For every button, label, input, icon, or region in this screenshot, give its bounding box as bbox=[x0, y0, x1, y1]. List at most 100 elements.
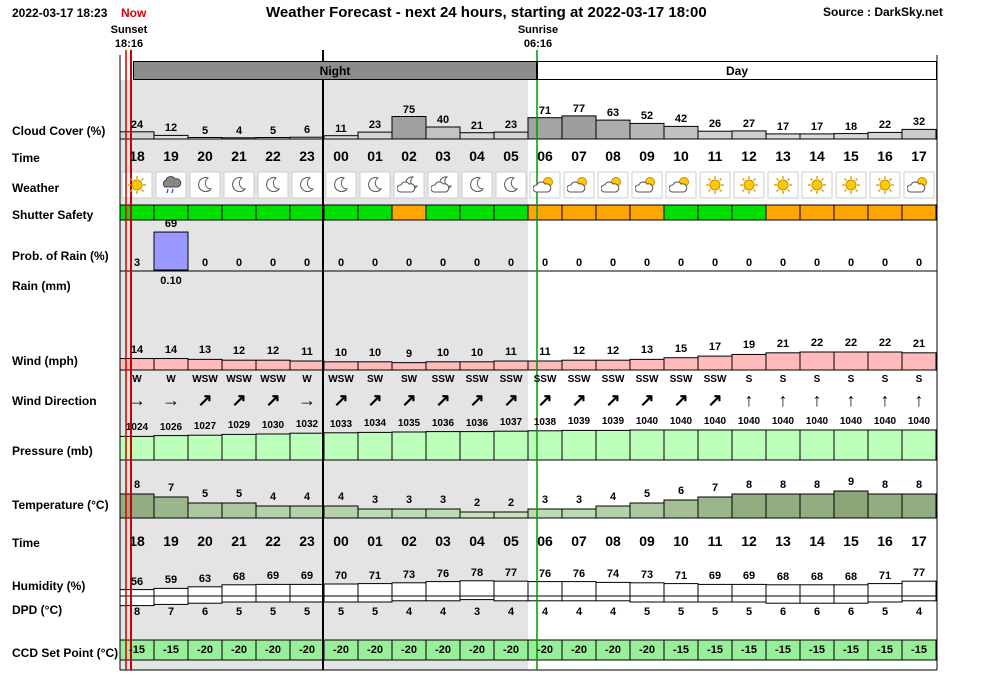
humidity-bar bbox=[493, 580, 529, 597]
dpd-value: 4 bbox=[541, 606, 549, 618]
wind-direction-value: SSW bbox=[635, 374, 659, 385]
sunrise-time: 06:16 bbox=[523, 38, 553, 50]
wind-value: 10 bbox=[436, 346, 450, 359]
wind-bar bbox=[799, 351, 835, 371]
time-label-bottom: 04 bbox=[469, 533, 485, 549]
temperature-bar bbox=[323, 505, 359, 519]
rain-probability-value: 0 bbox=[269, 257, 277, 269]
wind-direction-value: SSW bbox=[533, 374, 557, 385]
dpd-bar bbox=[221, 595, 257, 603]
temperature-bar bbox=[901, 493, 937, 519]
row-label-temperature: Temperature (°C) bbox=[12, 498, 109, 512]
ccd-set-point-value: -20 bbox=[197, 644, 213, 656]
time-label: 18 bbox=[129, 148, 145, 164]
wind-bar bbox=[697, 355, 733, 371]
humidity-bar bbox=[153, 587, 189, 597]
pressure-bar bbox=[255, 433, 291, 461]
wind-bar bbox=[765, 352, 801, 371]
pressure-value: 1029 bbox=[227, 420, 251, 432]
time-label-bottom: 00 bbox=[333, 533, 349, 549]
cloud-cover-bar bbox=[765, 133, 801, 140]
cloud-cover-bar bbox=[357, 131, 393, 140]
pressure-value: 1040 bbox=[873, 416, 897, 427]
pressure-value: 1030 bbox=[261, 420, 285, 431]
wind-direction-arrow-icon: ↗ bbox=[673, 390, 689, 410]
shutter-safety-cell bbox=[221, 204, 257, 221]
cloud-cover-value: 4 bbox=[235, 124, 243, 137]
wind-bar bbox=[833, 351, 869, 371]
humidity-value: 76 bbox=[572, 567, 586, 580]
time-label-bottom: 13 bbox=[775, 533, 791, 549]
dpd-bar bbox=[697, 595, 733, 603]
humidity-value: 56 bbox=[130, 575, 144, 588]
wind-direction-arrow-icon: ↑ bbox=[744, 390, 754, 410]
rain-probability-value: 0 bbox=[915, 257, 923, 269]
sun-icon bbox=[834, 175, 868, 195]
cloud-cover-bar bbox=[527, 117, 563, 140]
pressure-value: 1037 bbox=[499, 417, 523, 429]
wind-bar bbox=[731, 353, 767, 371]
rain-probability-value: 0 bbox=[711, 257, 719, 269]
pressure-value: 1024 bbox=[125, 422, 149, 434]
humidity-bar bbox=[867, 583, 903, 597]
pressure-bar bbox=[561, 429, 597, 461]
weather-cell bbox=[665, 171, 697, 199]
humidity-bar bbox=[697, 583, 733, 597]
cloud-cover-bar bbox=[187, 137, 223, 140]
weather-cell bbox=[495, 171, 527, 199]
ccd-set-point-value: -20 bbox=[503, 644, 519, 656]
temperature-value: 8 bbox=[813, 479, 821, 491]
pressure-bar bbox=[697, 429, 733, 461]
row-label-ccd-set-point: CCD Set Point (°C) bbox=[12, 646, 119, 660]
wind-direction-arrow-icon: ↗ bbox=[197, 390, 213, 410]
rain-probability-value: 0 bbox=[507, 257, 515, 269]
dpd-bar bbox=[323, 595, 359, 603]
wind-bar bbox=[527, 360, 563, 371]
time-label: 17 bbox=[911, 148, 927, 164]
humidity-value: 77 bbox=[912, 567, 926, 580]
cloud-cover-bar bbox=[391, 116, 427, 140]
ccd-set-point-value: -20 bbox=[639, 644, 655, 656]
wind-bar bbox=[119, 358, 155, 371]
row-label-pressure: Pressure (mb) bbox=[12, 444, 93, 458]
shutter-safety-cell bbox=[119, 204, 155, 221]
dpd-bar bbox=[561, 595, 597, 602]
dpd-value: 5 bbox=[235, 606, 243, 618]
humidity-bar bbox=[901, 580, 937, 597]
dpd-bar bbox=[901, 595, 937, 602]
pressure-value: 1027 bbox=[193, 421, 217, 433]
dpd-value: 4 bbox=[609, 606, 617, 618]
pressure-bar bbox=[867, 429, 903, 461]
cloud-cover-bar bbox=[561, 115, 597, 140]
ccd-set-point-value: -15 bbox=[163, 644, 179, 656]
cloud-cover-bar bbox=[799, 133, 835, 140]
cloud-cover-bar bbox=[697, 130, 733, 140]
wind-value: 12 bbox=[232, 345, 246, 358]
pressure-bar bbox=[663, 429, 699, 461]
shutter-safety-cell bbox=[459, 204, 495, 221]
row-label-wind-direction: Wind Direction bbox=[12, 394, 97, 408]
cloud-cover-value: 52 bbox=[640, 110, 654, 123]
wind-direction-value: S bbox=[813, 374, 821, 385]
wind-direction-arrow-icon: → bbox=[128, 390, 146, 410]
ccd-set-point-value: -15 bbox=[129, 644, 145, 656]
rain-probability-value: 0 bbox=[677, 257, 685, 269]
dpd-value: 5 bbox=[677, 606, 685, 618]
ccd-set-point-value: -15 bbox=[673, 644, 689, 656]
dpd-bar bbox=[119, 595, 155, 607]
time-label: 12 bbox=[741, 148, 757, 164]
pressure-bar bbox=[527, 430, 563, 461]
humidity-bar bbox=[799, 584, 835, 597]
wind-value: 22 bbox=[810, 337, 824, 349]
humidity-bar bbox=[187, 586, 223, 597]
time-label: 14 bbox=[809, 148, 825, 164]
humidity-value: 68 bbox=[810, 570, 824, 583]
cloud-sun-icon bbox=[528, 175, 562, 195]
wind-direction-value: WSW bbox=[260, 374, 286, 385]
humidity-value: 69 bbox=[266, 570, 280, 583]
ccd-set-point-value: -20 bbox=[333, 644, 349, 656]
ccd-set-point-value: -15 bbox=[775, 644, 791, 656]
pressure-bar bbox=[425, 431, 461, 461]
humidity-bar bbox=[323, 583, 359, 597]
dpd-value: 5 bbox=[371, 606, 379, 618]
